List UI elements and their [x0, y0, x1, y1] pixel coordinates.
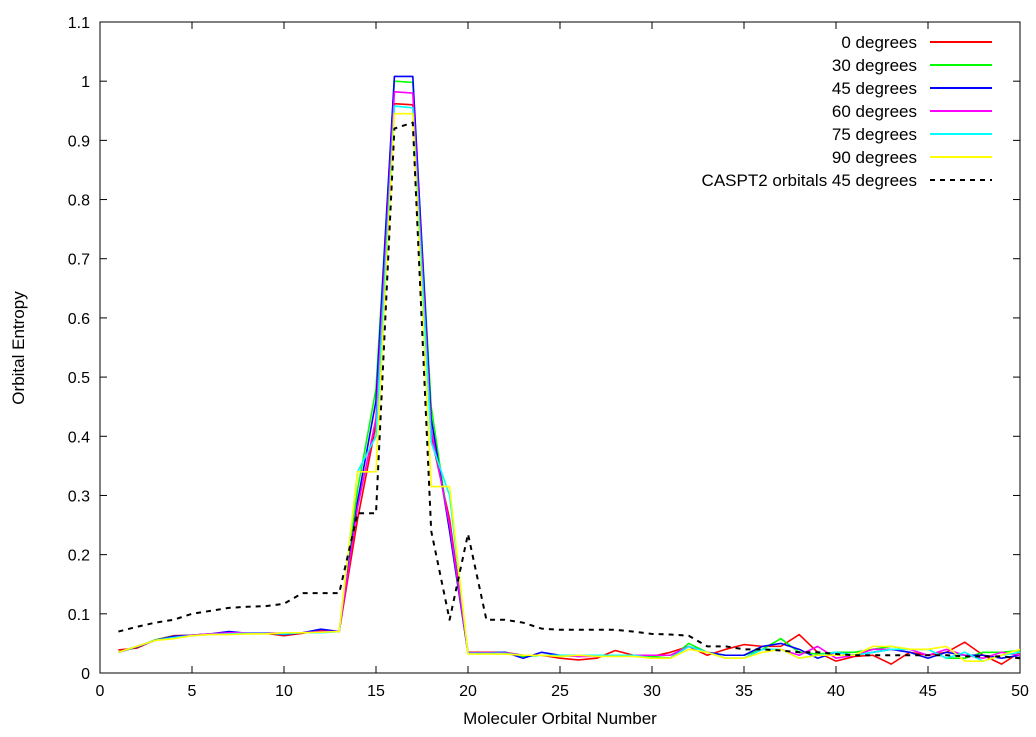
series-group: [118, 75, 1021, 665]
legend-label: 75 degrees: [832, 125, 917, 144]
series-line-1: [118, 80, 1021, 660]
legend-label: 0 degrees: [841, 33, 917, 52]
legend-label: 30 degrees: [832, 56, 917, 75]
x-tick-label: 20: [459, 683, 477, 700]
y-axis-title: Orbital Entropy: [9, 291, 28, 405]
x-tick-label: 25: [551, 683, 569, 700]
y-tick-label: 0.5: [68, 370, 90, 387]
series-line-6: [118, 121, 1021, 660]
y-tick-label: 0.7: [68, 252, 90, 269]
legend-label: 45 degrees: [832, 79, 917, 98]
axis-ticks: 0 5 10 15 20 25 30 35 40 45 50 0 0.1 0.2 0.3 0.4 0.5 0.6 0…: [68, 15, 1029, 700]
y-tick-label: 0.4: [68, 429, 90, 446]
y-tick-label: 0.9: [68, 133, 90, 150]
legend: 0 degrees 30 degrees 45 degrees 60 degrees 7…: [702, 33, 992, 190]
y-tick-label: 0.8: [68, 193, 90, 210]
y-tick-label: 1.1: [68, 15, 90, 32]
legend-label: 90 degrees: [832, 148, 917, 167]
y-tick-label: 0.6: [68, 311, 90, 328]
x-tick-label: 5: [188, 683, 197, 700]
legend-label: CASPT2 orbitals 45 degrees: [702, 171, 917, 190]
x-tick-label: 15: [367, 683, 385, 700]
x-tick-label: 30: [643, 683, 661, 700]
y-tick-label: 0.1: [68, 607, 90, 624]
x-tick-label: 45: [919, 683, 937, 700]
x-tick-label: 0: [96, 683, 105, 700]
y-tick-label: 0.2: [68, 548, 90, 565]
y-tick-label: 0: [81, 666, 90, 683]
x-tick-label: 40: [827, 683, 845, 700]
x-tick-label: 10: [275, 683, 293, 700]
legend-label: 60 degrees: [832, 102, 917, 121]
series-line-5: [118, 112, 1021, 662]
x-tick-label: 35: [735, 683, 753, 700]
x-tick-label: 50: [1011, 683, 1029, 700]
x-axis-title: Moleculer Orbital Number: [463, 709, 657, 728]
y-tick-label: 1: [81, 74, 90, 91]
y-tick-label: 0.3: [68, 488, 90, 505]
